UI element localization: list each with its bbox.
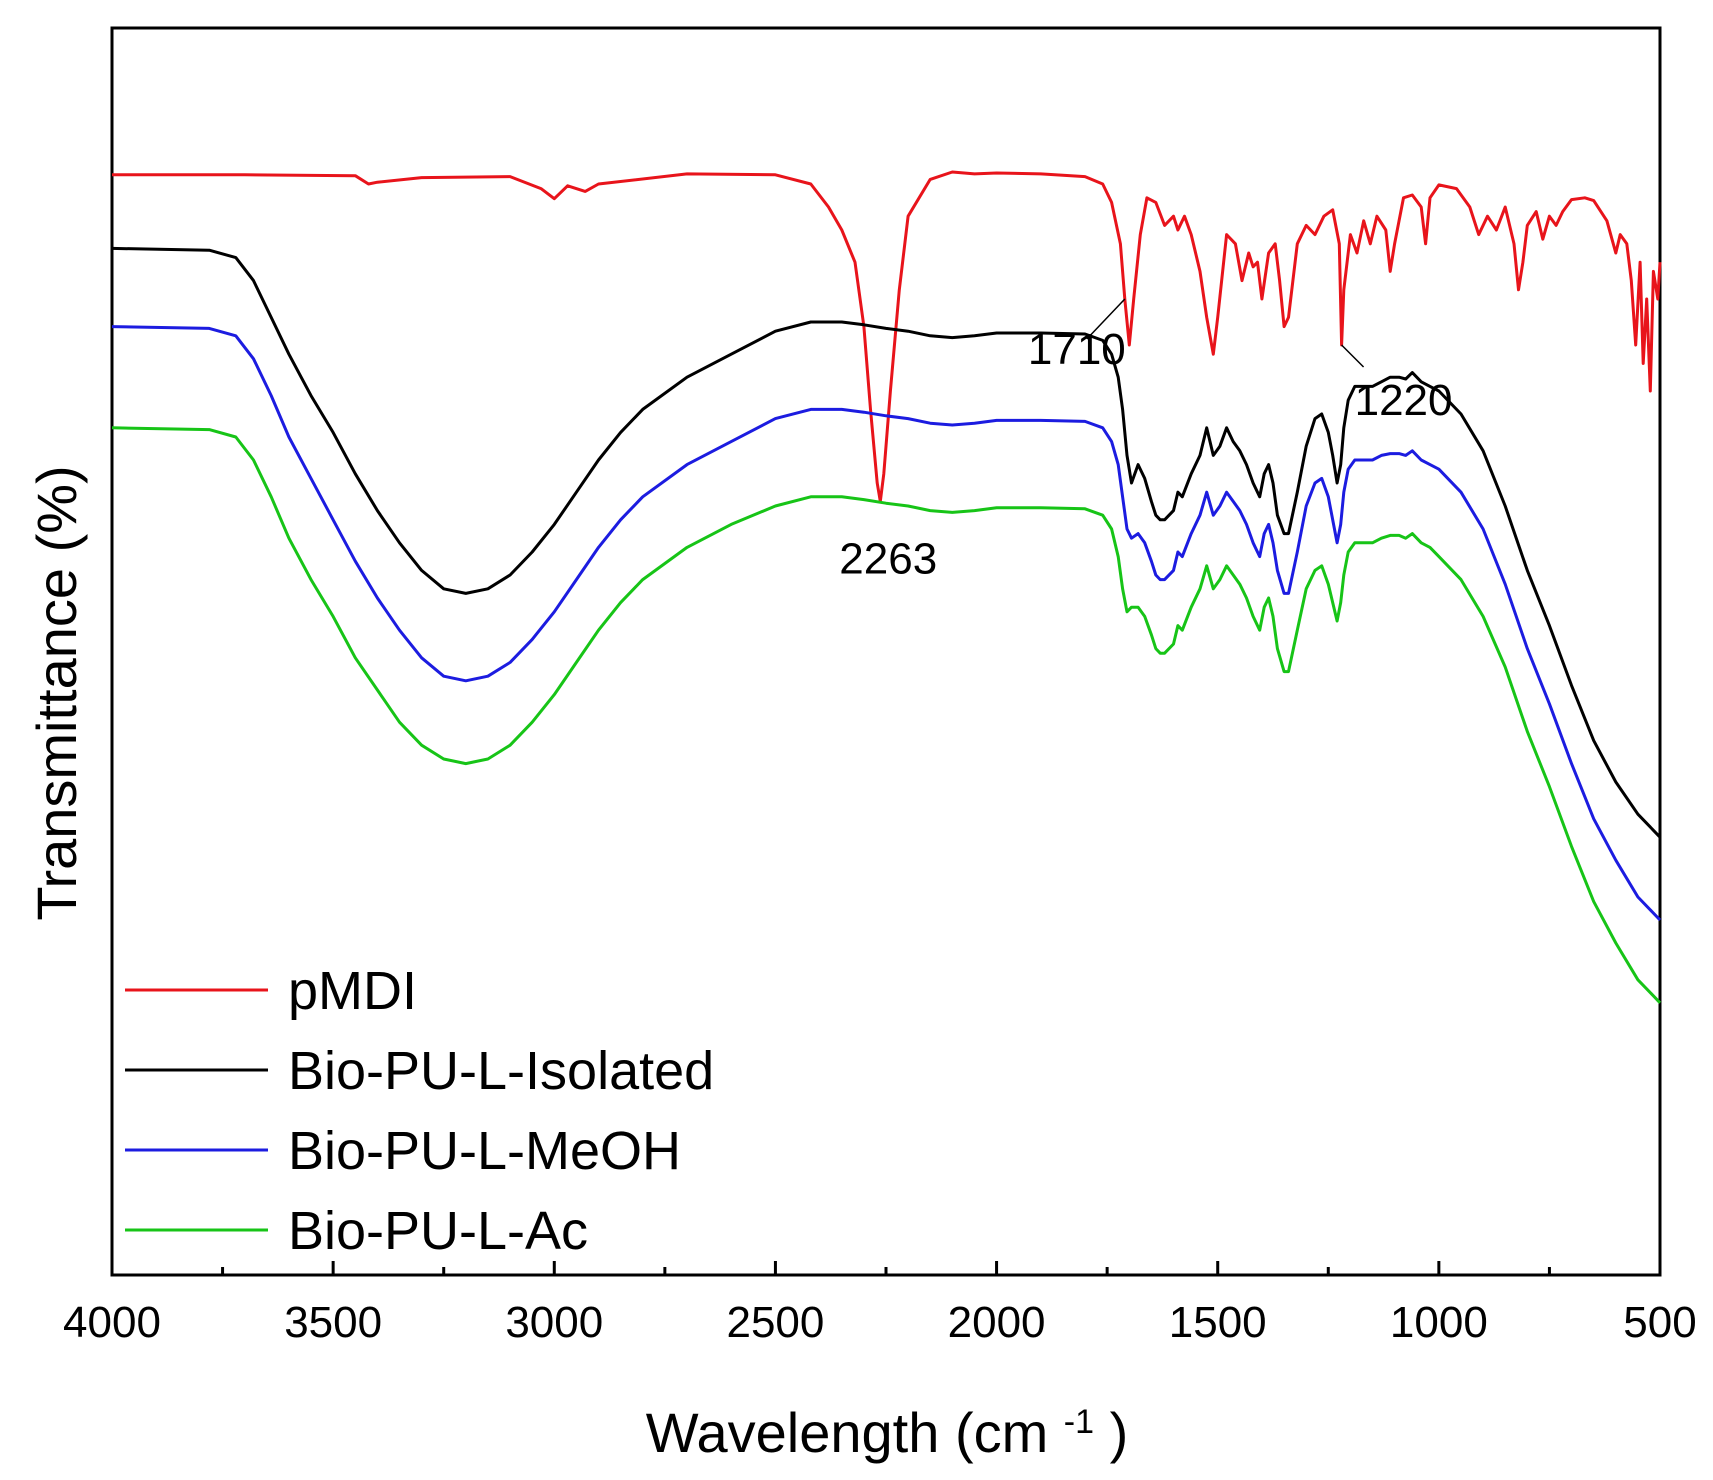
legend: pMDI Bio-PU-L-Isolated Bio-PU-L-MeOH Bio-PU… bbox=[125, 961, 714, 1261]
series-line-bio-pu-l-ac bbox=[111, 426, 1662, 1004]
peak-label: 1220 bbox=[1355, 376, 1453, 425]
series-lines bbox=[111, 170, 1662, 1004]
x-tick-label: 3000 bbox=[505, 1298, 603, 1347]
x-tick-label: 2500 bbox=[726, 1298, 824, 1347]
x-tick-label: 3500 bbox=[284, 1298, 382, 1347]
x-axis-title-close: ) bbox=[1110, 1401, 1129, 1464]
legend-label: Bio-PU-L-Isolated bbox=[288, 1041, 714, 1101]
x-tick-label: 2000 bbox=[948, 1298, 1046, 1347]
series-line-bio-pu-l-meoh bbox=[111, 325, 1662, 922]
y-axis-title: Transmittance (%) bbox=[25, 465, 88, 920]
peak-annotations: 2263 1710 1220 bbox=[839, 298, 1453, 583]
x-tick-label: 1500 bbox=[1169, 1298, 1267, 1347]
legend-label: Bio-PU-L-MeOH bbox=[288, 1121, 681, 1181]
x-axis: 4000 3500 3000 2500 2000 1500 1000 500 bbox=[63, 1261, 1697, 1347]
annotation-leader bbox=[1341, 344, 1365, 368]
series-line-bio-pu-l-isolated bbox=[111, 246, 1662, 839]
legend-label: Bio-PU-L-Ac bbox=[288, 1201, 588, 1261]
x-tick-label: 4000 bbox=[63, 1298, 161, 1347]
x-axis-title-main: Wavelength (cm bbox=[646, 1401, 1049, 1464]
x-tick-label: 500 bbox=[1623, 1298, 1696, 1347]
x-axis-title-sup: -1 bbox=[1064, 1403, 1094, 1441]
x-axis-title: Wavelength (cm -1 ) bbox=[646, 1401, 1129, 1464]
legend-label: pMDI bbox=[288, 961, 417, 1021]
peak-label: 1710 bbox=[1028, 325, 1126, 374]
peak-label: 2263 bbox=[839, 534, 937, 583]
series-line-pmdi bbox=[112, 170, 1662, 503]
x-tick-label: 1000 bbox=[1390, 1298, 1488, 1347]
annotation-leader bbox=[1086, 298, 1126, 340]
